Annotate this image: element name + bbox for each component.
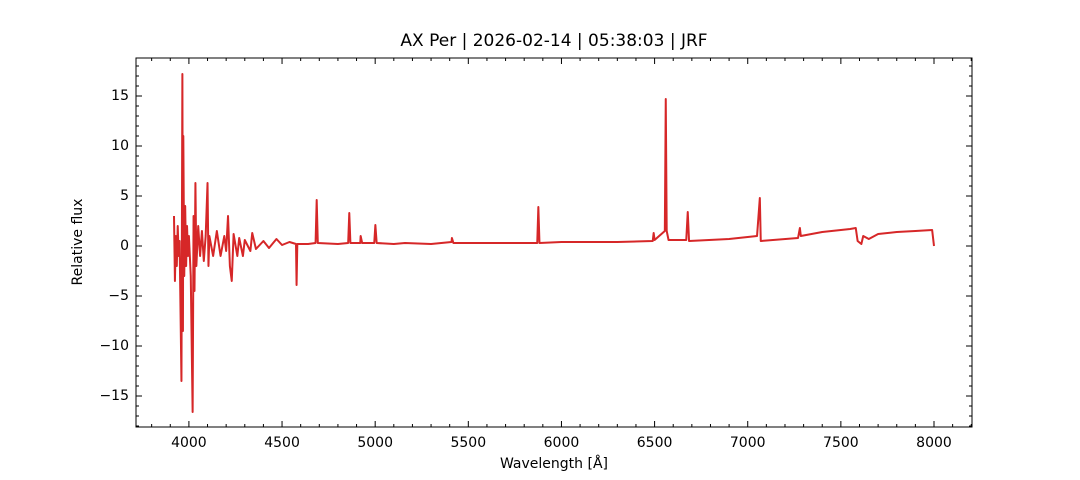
y-tick-label: 15 <box>111 88 129 104</box>
y-tick-label: 0 <box>120 238 129 254</box>
x-tick-label: 4500 <box>264 435 300 451</box>
y-tick-label: 10 <box>111 138 129 154</box>
x-tick-label: 4000 <box>171 435 207 451</box>
x-tick-label: 7000 <box>730 435 766 451</box>
y-axis-label: Relative flux <box>70 199 86 286</box>
x-tick-label: 5000 <box>357 435 393 451</box>
y-tick-label: 5 <box>120 188 129 204</box>
chart-title: AX Per | 2026-02-14 | 05:38:03 | JRF <box>400 31 707 51</box>
y-tick-label: −10 <box>99 338 129 354</box>
plot-frame <box>135 57 973 428</box>
x-tick-label: 5500 <box>450 435 486 451</box>
x-tick-label: 7500 <box>823 435 859 451</box>
x-tick-label: 8000 <box>916 435 952 451</box>
x-tick-label: 6000 <box>544 435 580 451</box>
spectrum-line <box>173 73 935 413</box>
x-tick-label: 6500 <box>637 435 673 451</box>
y-tick-label: −5 <box>108 288 129 304</box>
y-tick-label: −15 <box>99 388 129 404</box>
x-axis-label: Wavelength [Å] <box>500 455 608 472</box>
